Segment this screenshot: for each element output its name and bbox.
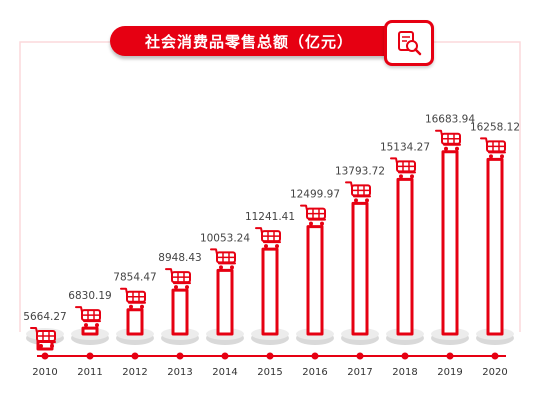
shopping-cart-icon <box>165 268 191 290</box>
x-tick-label: 2020 <box>482 367 507 378</box>
shopping-cart-icon <box>210 248 236 270</box>
bar <box>441 150 459 336</box>
x-tick-label: 2014 <box>212 367 237 378</box>
x-tick-label: 2019 <box>437 367 462 378</box>
x-tick-marker <box>311 352 319 360</box>
bar <box>261 247 279 336</box>
bar <box>216 268 234 336</box>
x-tick-marker <box>401 352 409 360</box>
shopping-cart-icon <box>300 204 326 226</box>
x-tick-label: 2011 <box>77 367 102 378</box>
x-tick-label: 2013 <box>167 367 192 378</box>
bar <box>306 225 324 336</box>
x-tick-marker <box>221 352 229 360</box>
x-tick-label: 2016 <box>302 367 327 378</box>
bar <box>126 308 144 336</box>
value-label: 10053.24 <box>200 232 250 244</box>
shopping-cart-icon <box>435 129 461 151</box>
value-label: 6830.19 <box>68 290 111 302</box>
x-tick-marker <box>41 352 49 360</box>
x-tick-label: 2015 <box>257 367 282 378</box>
value-label: 15134.27 <box>380 141 430 153</box>
bar <box>351 201 369 336</box>
shopping-cart-icon <box>390 157 416 179</box>
x-tick-marker <box>356 352 364 360</box>
shopping-cart-icon <box>30 326 56 348</box>
shopping-cart-icon <box>120 287 146 309</box>
x-tick-label: 2017 <box>347 367 372 378</box>
shopping-cart-icon <box>480 137 506 159</box>
chart-frame <box>19 41 521 332</box>
shopping-cart-icon <box>255 227 281 249</box>
x-tick-marker <box>446 352 454 360</box>
shopping-cart-icon <box>75 306 101 328</box>
shopping-cart-icon <box>345 181 371 203</box>
x-tick-marker <box>176 352 184 360</box>
value-label: 11241.41 <box>245 211 295 223</box>
value-label: 12499.97 <box>290 189 340 201</box>
x-tick-marker <box>86 352 94 360</box>
value-label: 16258.12 <box>470 121 520 133</box>
x-tick-label: 2010 <box>32 367 57 378</box>
value-label: 5664.27 <box>23 311 66 323</box>
x-tick-marker <box>131 352 139 360</box>
title-banner: 社会消费品零售总额（亿元） <box>110 26 400 56</box>
document-magnifier-icon <box>384 20 434 66</box>
value-label: 16683.94 <box>425 114 475 126</box>
value-label: 7854.47 <box>113 272 156 284</box>
x-tick-label: 2018 <box>392 367 417 378</box>
x-tick-label: 2012 <box>122 367 147 378</box>
bar <box>81 326 99 336</box>
bar <box>396 177 414 336</box>
value-label: 8948.43 <box>158 252 201 264</box>
x-tick-marker <box>491 352 499 360</box>
bar <box>171 288 189 336</box>
bar <box>486 157 504 336</box>
chart-title: 社会消费品零售总额（亿元） <box>144 32 353 51</box>
x-tick-marker <box>266 352 274 360</box>
value-label: 13793.72 <box>335 165 385 177</box>
